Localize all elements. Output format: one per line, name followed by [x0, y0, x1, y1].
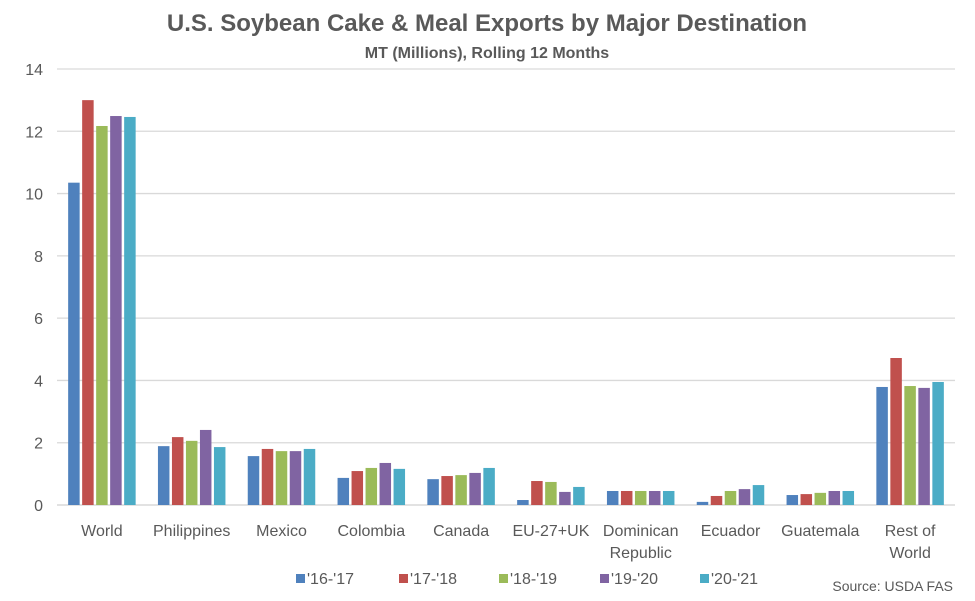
bar [185, 440, 198, 505]
bar [469, 472, 481, 505]
chart-subtitle: MT (Millions), Rolling 12 Months [365, 45, 610, 62]
bar [157, 446, 170, 505]
bar [559, 491, 571, 505]
bar [110, 116, 122, 506]
bar [904, 386, 916, 505]
legend-label: '16-'17 [307, 571, 354, 588]
y-tick-label: 2 [34, 436, 43, 453]
bar [337, 477, 350, 505]
legend-item: '18-'19 [499, 571, 557, 588]
bar [517, 500, 529, 505]
series-1 [82, 100, 902, 506]
bar [455, 475, 467, 505]
bar [918, 387, 930, 505]
bar [800, 494, 813, 505]
bar [124, 116, 136, 506]
bar [620, 490, 633, 505]
bar [303, 448, 316, 505]
legend-swatch [399, 574, 408, 583]
bars [68, 100, 944, 506]
legend-swatch [499, 574, 508, 583]
bar [890, 358, 902, 505]
legend-item: '17-'18 [399, 571, 457, 588]
legend-swatch [296, 574, 305, 583]
bar [261, 448, 274, 505]
bar [634, 490, 647, 505]
bar [573, 486, 585, 505]
bar [365, 467, 378, 505]
x-tick-label: Philippines [153, 523, 230, 540]
source-note: Source: USDA FAS [832, 578, 953, 594]
x-tick-label: Dominican Republic [603, 523, 679, 562]
bar [696, 501, 709, 505]
bar [199, 429, 212, 505]
bar [96, 125, 108, 506]
legend-swatch [600, 574, 609, 583]
bar [752, 485, 765, 505]
y-tick-label: 4 [34, 373, 43, 390]
bar [483, 467, 495, 505]
bar [724, 490, 737, 505]
bar [876, 386, 888, 505]
bar [828, 490, 841, 505]
bar [738, 489, 751, 505]
bar [606, 490, 619, 505]
bar [289, 451, 302, 505]
series-0 [68, 182, 888, 505]
x-tick-label: Mexico [256, 523, 307, 540]
bar [710, 495, 723, 505]
bar [247, 456, 260, 505]
y-tick-label: 0 [34, 498, 43, 515]
bar [275, 451, 288, 505]
bar [379, 462, 392, 505]
bar [648, 490, 661, 505]
bar [545, 481, 557, 505]
legend-swatch [700, 574, 709, 583]
series-4 [124, 116, 944, 506]
y-tick-label: 10 [25, 187, 43, 204]
bar [842, 490, 855, 505]
bar [441, 476, 453, 505]
x-tick-label: Colombia [338, 523, 406, 540]
bar [932, 381, 944, 505]
x-tick-label: Canada [433, 523, 489, 540]
x-tick-label: Ecuador [701, 523, 761, 540]
bar [351, 471, 364, 505]
x-tick-label: World [81, 523, 123, 540]
x-tick-label: Guatemala [781, 523, 859, 540]
legend-label: '18-'19 [510, 571, 557, 588]
y-axis-ticks: 0 2 4 6 8 10 12 14 [25, 62, 43, 515]
legend-label: '19-'20 [611, 571, 658, 588]
bar [427, 479, 439, 505]
y-tick-label: 12 [25, 124, 43, 141]
bar [82, 100, 94, 506]
series-2 [96, 125, 916, 506]
gridlines [57, 68, 955, 506]
bar [213, 447, 226, 505]
y-tick-label: 14 [25, 62, 43, 79]
x-tick-label: Rest of World [885, 523, 936, 562]
bar [531, 481, 543, 505]
chart-title: U.S. Soybean Cake & Meal Exports by Majo… [167, 10, 807, 37]
legend-label: '17-'18 [410, 571, 457, 588]
bar [662, 490, 675, 505]
bar [786, 495, 799, 505]
bar [393, 468, 406, 505]
legend-item: '19-'20 [600, 571, 658, 588]
x-tick-label: EU-27+UK [512, 523, 589, 540]
bar [68, 182, 80, 505]
bar [171, 437, 184, 505]
legend-label: '20-'21 [711, 571, 758, 588]
y-tick-label: 6 [34, 311, 43, 328]
x-axis-labels: World Philippines Mexico Colombia Canada EU-2… [81, 523, 936, 562]
y-tick-label: 8 [34, 249, 43, 266]
series-3 [110, 116, 930, 506]
legend-item: '16-'17 [296, 571, 354, 588]
legend-item: '20-'21 [700, 571, 758, 588]
bar [814, 492, 827, 505]
legend: '16-'17 '17-'18 '18-'19 '19-'20 '20-'21 [296, 571, 758, 588]
